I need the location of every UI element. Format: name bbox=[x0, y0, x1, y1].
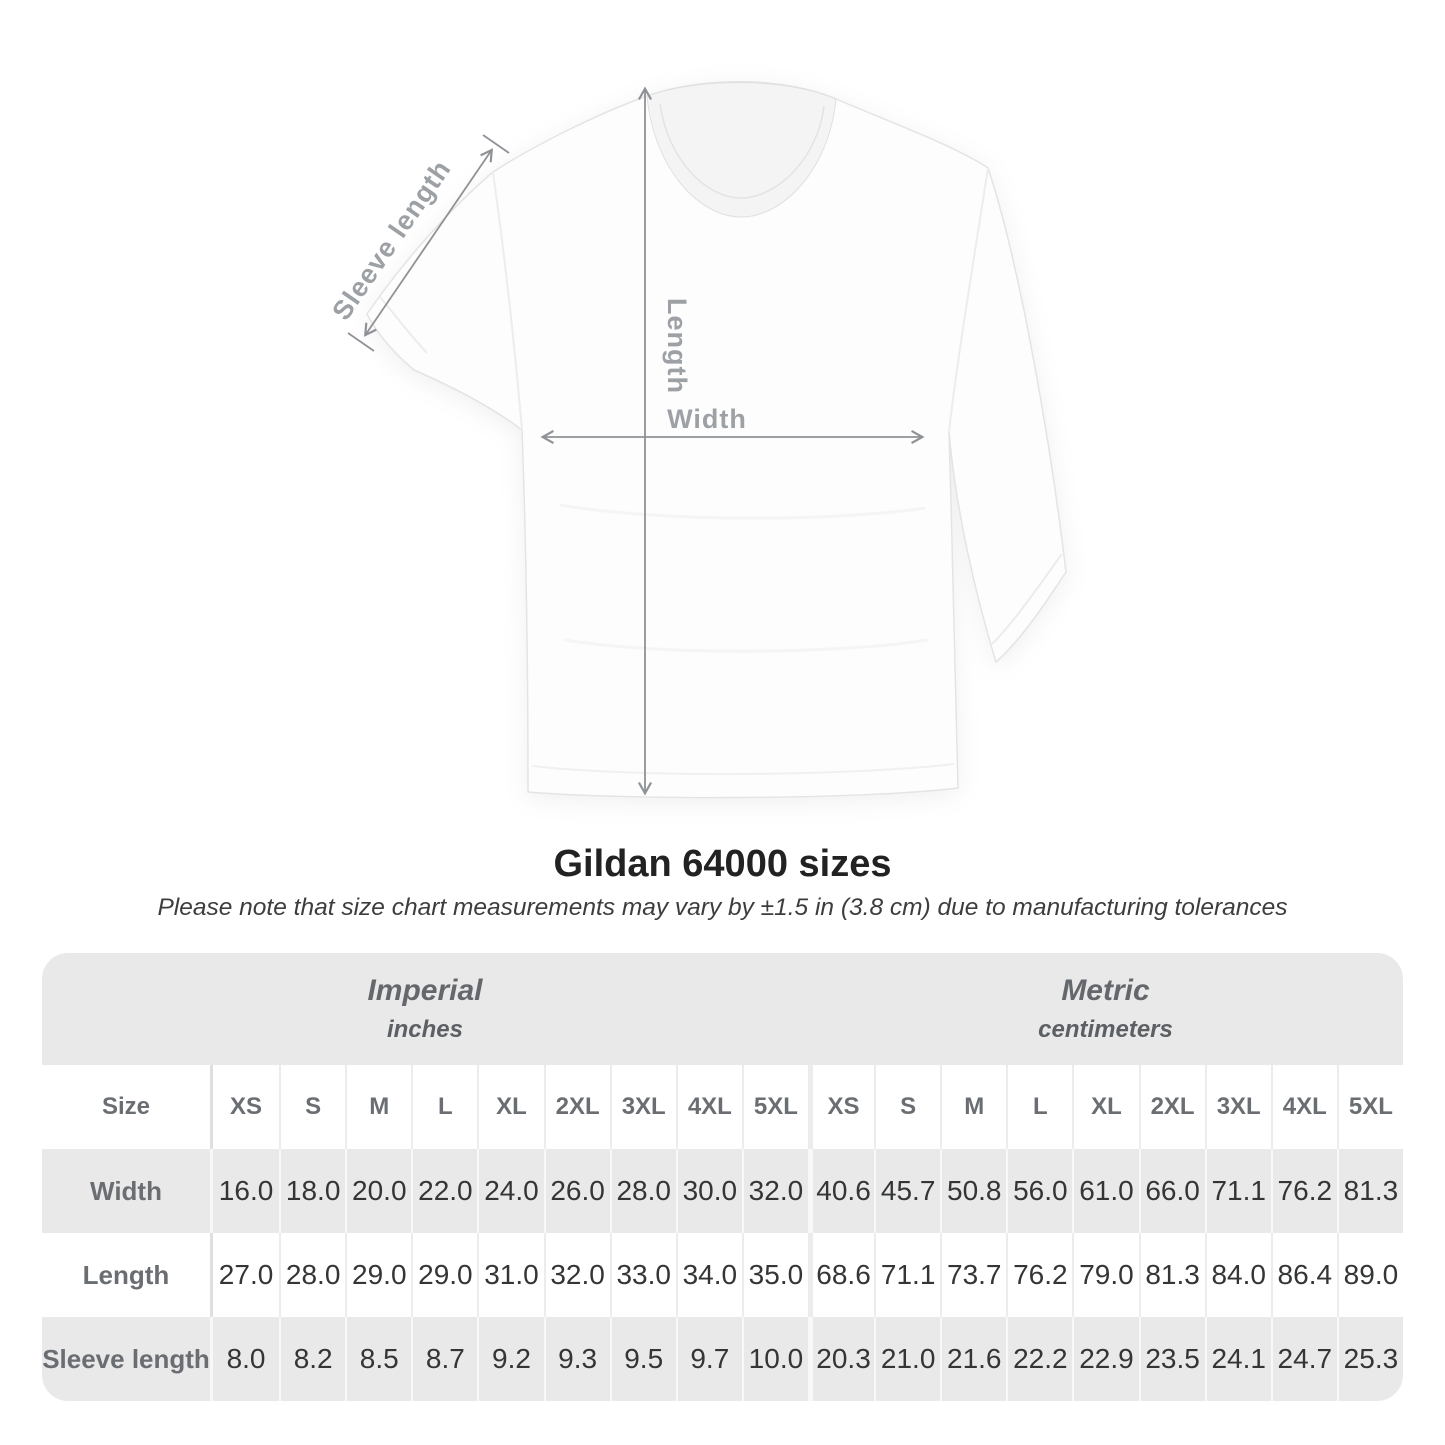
table-cell: 40.6 bbox=[807, 1149, 875, 1233]
sleeve-arrow-start-tick bbox=[347, 332, 375, 352]
table-cell: 56.0 bbox=[1006, 1149, 1073, 1233]
table-cell: 31.0 bbox=[477, 1233, 544, 1317]
table-cell: 76.2 bbox=[1270, 1149, 1337, 1233]
table-cell: 8.7 bbox=[411, 1317, 478, 1401]
sleeve-arrow-end-tick bbox=[482, 134, 510, 154]
table-cell: 24.1 bbox=[1204, 1317, 1271, 1401]
tshirt-image bbox=[366, 80, 1067, 799]
table-cell: 22.2 bbox=[1006, 1317, 1073, 1401]
table-cell: 35.0 bbox=[741, 1233, 808, 1317]
col-header: XS bbox=[213, 1065, 280, 1149]
metric-title: Metric bbox=[1061, 974, 1150, 1007]
row-label-length: Length bbox=[42, 1233, 213, 1317]
table-cell: 21.0 bbox=[874, 1317, 941, 1401]
tshirt-diagram: Sleeve length Length Width bbox=[326, 80, 1067, 799]
col-header: 4XL bbox=[1270, 1065, 1337, 1149]
col-header: 3XL bbox=[1204, 1065, 1271, 1149]
table-cell: 28.0 bbox=[279, 1233, 346, 1317]
size-header-row: Size XS S M L XL 2XL 3XL 4XL 5XL XS S M … bbox=[42, 1065, 1403, 1149]
col-header: L bbox=[411, 1065, 478, 1149]
col-header: XS bbox=[807, 1065, 875, 1149]
table-cell: 61.0 bbox=[1072, 1149, 1139, 1233]
table-cell: 26.0 bbox=[543, 1149, 610, 1233]
table-cell: 81.3 bbox=[1138, 1233, 1205, 1317]
table-cell: 23.5 bbox=[1138, 1317, 1205, 1401]
table-cell: 25.3 bbox=[1336, 1317, 1403, 1401]
table-cell: 50.8 bbox=[940, 1149, 1007, 1233]
tolerance-note: Please note that size chart measurements… bbox=[157, 894, 1288, 921]
table-cell: 30.0 bbox=[675, 1149, 742, 1233]
table-cell: 68.6 bbox=[807, 1233, 875, 1317]
table-cell: 27.0 bbox=[213, 1233, 280, 1317]
table-cell: 73.7 bbox=[940, 1233, 1007, 1317]
imperial-unit: inches bbox=[386, 1016, 463, 1043]
table-cell: 24.7 bbox=[1270, 1317, 1337, 1401]
imperial-section-header: Imperial inches bbox=[42, 953, 808, 1065]
col-header: 2XL bbox=[1138, 1065, 1205, 1149]
table-cell: 20.3 bbox=[807, 1317, 875, 1401]
col-header: L bbox=[1006, 1065, 1073, 1149]
table-cell: 24.0 bbox=[477, 1149, 544, 1233]
table-cell: 22.0 bbox=[411, 1149, 478, 1233]
metric-unit: centimeters bbox=[1038, 1016, 1173, 1043]
table-cell: 20.0 bbox=[345, 1149, 412, 1233]
table-cell: 71.1 bbox=[874, 1233, 941, 1317]
imperial-title: Imperial bbox=[367, 974, 483, 1007]
col-header: 3XL bbox=[609, 1065, 676, 1149]
table-cell: 71.1 bbox=[1204, 1149, 1271, 1233]
table-cell: 9.2 bbox=[477, 1317, 544, 1401]
table-cell: 81.3 bbox=[1336, 1149, 1403, 1233]
page-title: Gildan 64000 sizes bbox=[553, 843, 892, 885]
table-cell: 10.0 bbox=[741, 1317, 808, 1401]
table-cell: 45.7 bbox=[874, 1149, 941, 1233]
table-cell: 32.0 bbox=[741, 1149, 808, 1233]
sleeve-length-row: Sleeve length 8.0 8.2 8.5 8.7 9.2 9.3 9.… bbox=[42, 1317, 1403, 1401]
col-header: 2XL bbox=[543, 1065, 610, 1149]
size-table: Imperial inches Metric centimeters Size … bbox=[42, 953, 1403, 1401]
table-cell: 76.2 bbox=[1006, 1233, 1073, 1317]
table-cell: 86.4 bbox=[1270, 1233, 1337, 1317]
width-row: Width 16.0 18.0 20.0 22.0 24.0 26.0 28.0… bbox=[42, 1149, 1403, 1233]
table-cell: 8.5 bbox=[345, 1317, 412, 1401]
table-cell: 34.0 bbox=[675, 1233, 742, 1317]
table-cell: 8.2 bbox=[279, 1317, 346, 1401]
sleeve-length-arrow bbox=[363, 148, 494, 337]
table-cell: 89.0 bbox=[1336, 1233, 1403, 1317]
table-cell: 29.0 bbox=[345, 1233, 412, 1317]
width-label: Width bbox=[667, 404, 747, 434]
col-header: M bbox=[345, 1065, 412, 1149]
col-header: 4XL bbox=[675, 1065, 742, 1149]
table-cell: 9.7 bbox=[675, 1317, 742, 1401]
table-cell: 21.6 bbox=[940, 1317, 1007, 1401]
col-header: 5XL bbox=[741, 1065, 808, 1149]
metric-section-header: Metric centimeters bbox=[807, 953, 1403, 1065]
col-header: S bbox=[874, 1065, 941, 1149]
col-header: XL bbox=[477, 1065, 544, 1149]
length-row: Length 27.0 28.0 29.0 29.0 31.0 32.0 33.… bbox=[42, 1233, 1403, 1317]
length-label: Length bbox=[662, 298, 692, 394]
col-header: M bbox=[940, 1065, 1007, 1149]
row-label-sleeve-length: Sleeve length bbox=[42, 1317, 213, 1401]
table-cell: 22.9 bbox=[1072, 1317, 1139, 1401]
table-cell: 18.0 bbox=[279, 1149, 346, 1233]
table-cell: 8.0 bbox=[213, 1317, 280, 1401]
size-header: Size bbox=[42, 1065, 213, 1149]
table-cell: 79.0 bbox=[1072, 1233, 1139, 1317]
table-cell: 9.3 bbox=[543, 1317, 610, 1401]
table-cell: 84.0 bbox=[1204, 1233, 1271, 1317]
col-header: S bbox=[279, 1065, 346, 1149]
table-cell: 9.5 bbox=[609, 1317, 676, 1401]
col-header: XL bbox=[1072, 1065, 1139, 1149]
table-cell: 29.0 bbox=[411, 1233, 478, 1317]
table-cell: 66.0 bbox=[1138, 1149, 1205, 1233]
table-cell: 33.0 bbox=[609, 1233, 676, 1317]
table-cell: 16.0 bbox=[213, 1149, 280, 1233]
row-label-width: Width bbox=[42, 1149, 213, 1233]
table-cell: 32.0 bbox=[543, 1233, 610, 1317]
col-header: 5XL bbox=[1336, 1065, 1403, 1149]
table-cell: 28.0 bbox=[609, 1149, 676, 1233]
